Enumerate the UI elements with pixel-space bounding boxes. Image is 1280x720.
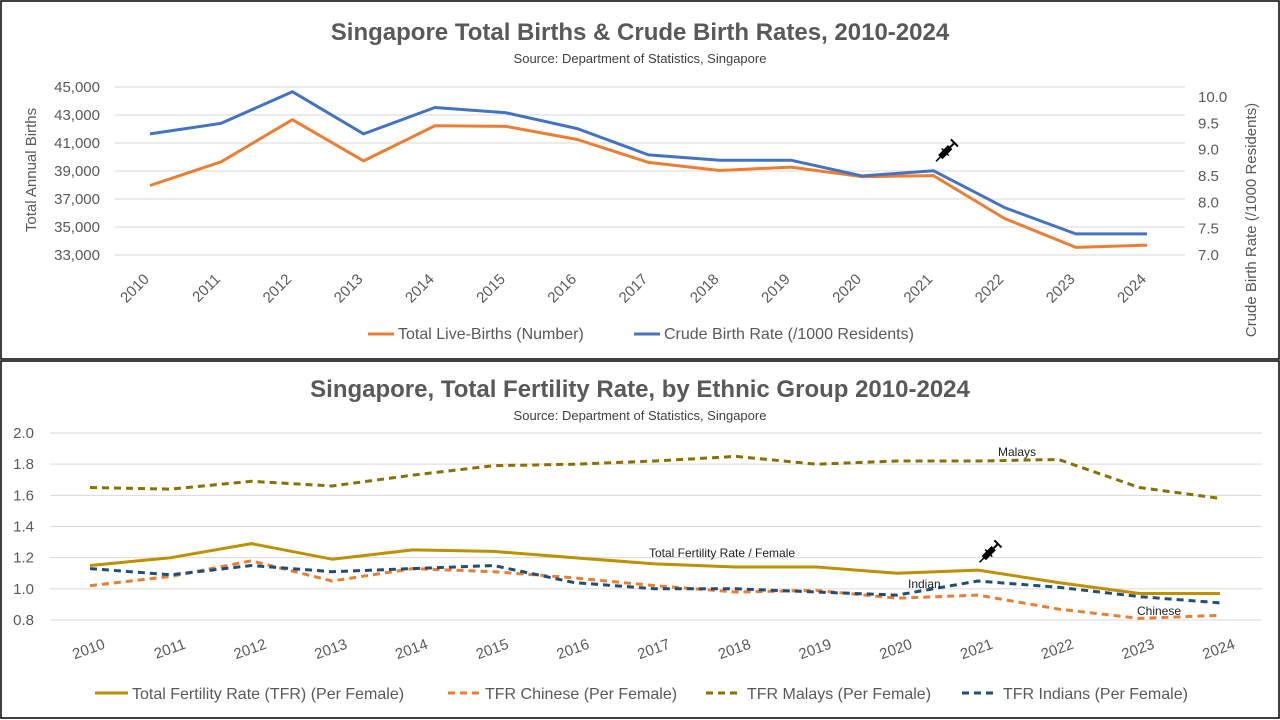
y2-tick-label: 7.5: [1198, 221, 1219, 238]
y-tick-labels: 0.8 1.0 1.2 1.4 1.6 1.8 2.0: [13, 425, 34, 629]
births-chart-panel: Singapore Total Births & Crude Birth Rat…: [0, 0, 1280, 360]
series-line-malays: [89, 454, 1221, 500]
annotation-indian: Indian: [908, 577, 941, 591]
series-lines: [149, 90, 1148, 249]
series-lines: [89, 454, 1221, 620]
syringe-icon: [935, 138, 959, 162]
y2-tick-label: 8.5: [1198, 168, 1219, 185]
syringe-icon: [979, 539, 1003, 563]
y2-tick-label: 9.0: [1198, 142, 1219, 159]
chart-subtitle: Source: Department of Statistics, Singap…: [514, 408, 767, 423]
series-line-cbr: [149, 90, 1147, 236]
legend: Total Live-Births (Number) Crude Birth R…: [368, 326, 914, 343]
legend-label-tfr: Total Fertility Rate (TFR) (Per Female): [132, 686, 404, 703]
y-tick-label: 1.0: [13, 581, 34, 598]
chart-title: Singapore Total Births & Crude Birth Rat…: [331, 19, 950, 46]
y2-tick-label: 9.5: [1198, 115, 1219, 132]
y-tick-label: 35,000: [54, 219, 100, 236]
legend-label-malays: TFR Malays (Per Female): [747, 686, 931, 703]
legend-label-cbr: Crude Birth Rate (/1000 Residents): [664, 326, 914, 343]
panel-border: [0, 360, 1280, 719]
y-tick-label: 2.0: [13, 425, 34, 442]
syringe-icon: [979, 539, 1003, 563]
syringe-icon: [935, 138, 959, 162]
y-tick-label: 1.6: [13, 487, 34, 504]
legend-label-chinese: TFR Chinese (Per Female): [485, 686, 677, 703]
legend: Total Fertility Rate (TFR) (Per Female) …: [95, 686, 1188, 703]
legend-label-indians: TFR Indians (Per Female): [1003, 686, 1188, 703]
y-tick-label: 1.8: [13, 456, 34, 473]
y-tick-label: 0.8: [13, 612, 34, 629]
panel-border: [0, 0, 1280, 360]
annotation-chinese: Chinese: [1137, 604, 1181, 618]
y-tick-label: 33,000: [54, 247, 100, 264]
series-line-chinese: [89, 559, 1221, 620]
y-tick-label: 1.2: [13, 550, 34, 567]
y-tick-label: 43,000: [54, 107, 100, 124]
y2-tick-label: 8.0: [1198, 194, 1219, 211]
tfr-chart-panel: Singapore, Total Fertility Rate, by Ethn…: [0, 360, 1280, 719]
gridlines: [115, 86, 1185, 256]
y-tick-labels: 33,000 35,000 37,000 39,000 41,000 43,000 45,0…: [54, 79, 100, 264]
y2-axis-label: Crude Birth Rate (/1000 Residents): [1243, 103, 1260, 337]
y-axis-label: Total Annual Births: [23, 108, 40, 232]
series-annotations: Malays Total Fertility Rate / Female Ind…: [649, 445, 1181, 618]
annotation-malays: Malays: [998, 445, 1036, 459]
chart-subtitle: Source: Department of Statistics, Singap…: [514, 51, 767, 66]
annotation-tfr: Total Fertility Rate / Female: [649, 546, 795, 560]
series-line-tfr: [89, 542, 1220, 595]
y2-tick-labels: 7.0 7.5 8.0 8.5 9.0 9.5 10.0: [1198, 89, 1227, 264]
legend-label-births: Total Live-Births (Number): [398, 326, 584, 343]
y-tick-label: 41,000: [54, 135, 100, 152]
y2-tick-label: 7.0: [1198, 247, 1219, 264]
series-line-indians: [89, 564, 1221, 605]
y-tick-label: 45,000: [54, 79, 100, 96]
y-tick-label: 39,000: [54, 163, 100, 180]
series-line-births: [149, 118, 1148, 249]
chart-title: Singapore, Total Fertility Rate, by Ethn…: [310, 376, 970, 403]
y-tick-label: 37,000: [54, 191, 100, 208]
y2-tick-label: 10.0: [1198, 89, 1227, 106]
y-tick-label: 1.4: [13, 519, 34, 536]
